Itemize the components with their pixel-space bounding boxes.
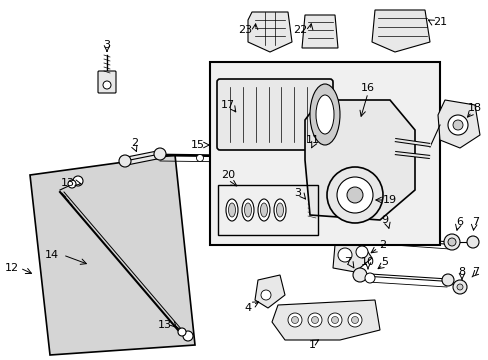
- Circle shape: [183, 331, 193, 341]
- Circle shape: [466, 236, 478, 248]
- Circle shape: [456, 284, 462, 290]
- Ellipse shape: [242, 199, 253, 221]
- FancyBboxPatch shape: [217, 79, 332, 150]
- Circle shape: [441, 274, 453, 286]
- Polygon shape: [247, 12, 291, 52]
- Text: 13: 13: [158, 320, 172, 330]
- Text: 7: 7: [344, 257, 351, 267]
- Circle shape: [286, 154, 293, 162]
- Text: 20: 20: [221, 170, 235, 180]
- Text: 3: 3: [103, 40, 110, 50]
- Text: 22: 22: [292, 25, 306, 35]
- Circle shape: [337, 248, 351, 262]
- Circle shape: [119, 155, 131, 167]
- Text: 16: 16: [360, 83, 374, 93]
- Bar: [305, 218, 318, 236]
- Text: 17: 17: [221, 100, 235, 110]
- Circle shape: [311, 316, 318, 324]
- Circle shape: [307, 313, 321, 327]
- Circle shape: [154, 148, 165, 160]
- Circle shape: [452, 120, 462, 130]
- Circle shape: [103, 81, 111, 89]
- Circle shape: [304, 153, 311, 161]
- Polygon shape: [371, 10, 429, 52]
- Ellipse shape: [315, 95, 333, 134]
- Text: 6: 6: [456, 217, 463, 227]
- Circle shape: [178, 328, 185, 336]
- Text: 13: 13: [61, 178, 75, 188]
- Text: 4: 4: [244, 303, 251, 313]
- FancyBboxPatch shape: [98, 71, 116, 93]
- Circle shape: [364, 273, 374, 283]
- Text: 7: 7: [471, 217, 479, 227]
- Polygon shape: [332, 240, 371, 272]
- Bar: [209, 62, 439, 245]
- Circle shape: [452, 280, 466, 294]
- Circle shape: [256, 154, 263, 162]
- Polygon shape: [271, 300, 379, 340]
- Circle shape: [336, 177, 372, 213]
- Circle shape: [301, 150, 314, 164]
- Text: 12: 12: [5, 263, 19, 273]
- Text: 21: 21: [432, 17, 446, 27]
- Text: 10: 10: [360, 257, 374, 267]
- Text: 2: 2: [131, 138, 138, 148]
- Polygon shape: [254, 275, 285, 308]
- Text: 23: 23: [238, 25, 251, 35]
- Polygon shape: [121, 150, 162, 165]
- Ellipse shape: [258, 199, 269, 221]
- Ellipse shape: [228, 203, 235, 217]
- Text: 7: 7: [471, 267, 479, 277]
- Ellipse shape: [273, 199, 285, 221]
- Ellipse shape: [225, 199, 238, 221]
- Text: 9: 9: [381, 215, 388, 225]
- Circle shape: [331, 316, 338, 324]
- Circle shape: [261, 290, 270, 300]
- Text: 14: 14: [45, 250, 59, 260]
- Bar: [218, 185, 317, 235]
- Circle shape: [326, 167, 382, 223]
- Text: 19: 19: [382, 195, 396, 205]
- Circle shape: [443, 234, 459, 250]
- Text: 2: 2: [379, 240, 386, 250]
- Bar: [209, 62, 439, 245]
- Text: 11: 11: [305, 135, 319, 145]
- Circle shape: [355, 246, 367, 258]
- Ellipse shape: [260, 203, 267, 217]
- Ellipse shape: [244, 203, 251, 217]
- Circle shape: [73, 176, 83, 186]
- Circle shape: [196, 154, 203, 162]
- Text: 5: 5: [381, 257, 387, 267]
- Circle shape: [352, 268, 366, 282]
- Text: 18: 18: [467, 103, 481, 113]
- Polygon shape: [302, 15, 337, 48]
- Circle shape: [327, 313, 341, 327]
- Circle shape: [351, 316, 358, 324]
- Circle shape: [346, 187, 362, 203]
- Text: 8: 8: [458, 267, 465, 277]
- Polygon shape: [437, 100, 479, 148]
- Circle shape: [447, 115, 467, 135]
- Polygon shape: [305, 100, 414, 220]
- Circle shape: [68, 180, 76, 188]
- Circle shape: [447, 238, 455, 246]
- Text: 3: 3: [294, 188, 301, 198]
- Text: 15: 15: [191, 140, 204, 150]
- Ellipse shape: [276, 203, 283, 217]
- Circle shape: [226, 154, 233, 162]
- Text: 1: 1: [308, 340, 315, 350]
- Ellipse shape: [309, 84, 339, 145]
- Circle shape: [291, 316, 298, 324]
- Circle shape: [287, 313, 302, 327]
- Circle shape: [347, 313, 361, 327]
- Polygon shape: [30, 155, 195, 355]
